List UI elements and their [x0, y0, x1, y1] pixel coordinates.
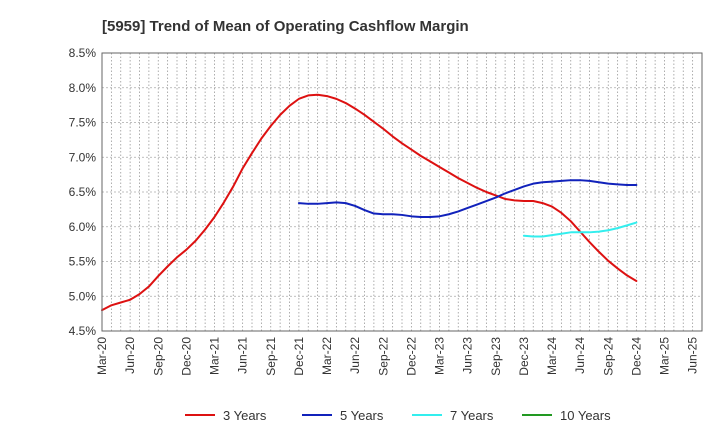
- x-tick-label: Jun-24: [573, 337, 587, 374]
- x-tick-label: Dec-20: [179, 337, 193, 376]
- series-line-5-years: [297, 179, 638, 219]
- series-lines: [101, 93, 638, 312]
- x-tick-label: Dec-23: [517, 337, 531, 376]
- x-tick-label: Jun-21: [236, 337, 250, 374]
- x-tick-label: Sep-20: [151, 337, 165, 376]
- y-tick-label: 8.0%: [69, 81, 97, 95]
- y-tick-label: 6.5%: [69, 185, 97, 199]
- x-tick-label: Jun-25: [686, 337, 700, 374]
- legend-label: 7 Years: [450, 408, 494, 423]
- legend-label: 5 Years: [340, 408, 384, 423]
- x-tick-label: Dec-21: [292, 337, 306, 376]
- legend-label: 10 Years: [560, 408, 611, 423]
- x-tick-label: Jun-20: [123, 337, 137, 374]
- y-tick-label: 5.5%: [69, 255, 97, 269]
- x-tick-label: Mar-25: [658, 337, 672, 375]
- y-tick-label: 7.5%: [69, 116, 97, 130]
- x-tick-label: Sep-23: [489, 337, 503, 376]
- x-tick-label: Sep-22: [376, 337, 390, 376]
- x-tick-label: Mar-20: [95, 337, 109, 375]
- x-tick-label: Dec-24: [629, 337, 643, 376]
- grid: [102, 52, 702, 332]
- x-tick-label: Mar-21: [208, 337, 222, 375]
- x-tick-label: Sep-24: [601, 337, 615, 376]
- y-tick-label: 4.5%: [69, 324, 97, 338]
- x-tick-label: Mar-23: [433, 337, 447, 375]
- x-tick-label: Jun-23: [461, 337, 475, 374]
- y-tick-label: 6.0%: [69, 220, 97, 234]
- x-axis: Mar-20 Jun-20 Sep-20 Dec-20 Mar-21 Jun-21 Sep-…: [95, 337, 700, 376]
- x-tick-label: Mar-24: [545, 337, 559, 375]
- legend: 3 Years 5 Years 7 Years 10 Years: [185, 408, 611, 423]
- plot-border: [101, 52, 703, 332]
- series-line-7-years: [522, 221, 638, 238]
- series-line-3-years: [101, 93, 638, 312]
- y-axis: 8.5% 8.0% 7.5% 7.0% 6.5% 6.0% 5.5% 5.0% 4.5%: [69, 46, 97, 338]
- chart-title: [5959] Trend of Mean of Operating Cashfl…: [102, 18, 469, 35]
- legend-label: 3 Years: [223, 408, 267, 423]
- x-tick-label: Sep-21: [264, 337, 278, 376]
- x-tick-label: Mar-22: [320, 337, 334, 375]
- y-tick-label: 5.0%: [69, 289, 97, 303]
- y-tick-label: 8.5%: [69, 46, 97, 60]
- x-tick-label: Jun-22: [348, 337, 362, 374]
- x-tick-label: Dec-22: [404, 337, 418, 376]
- y-tick-label: 7.0%: [69, 150, 97, 164]
